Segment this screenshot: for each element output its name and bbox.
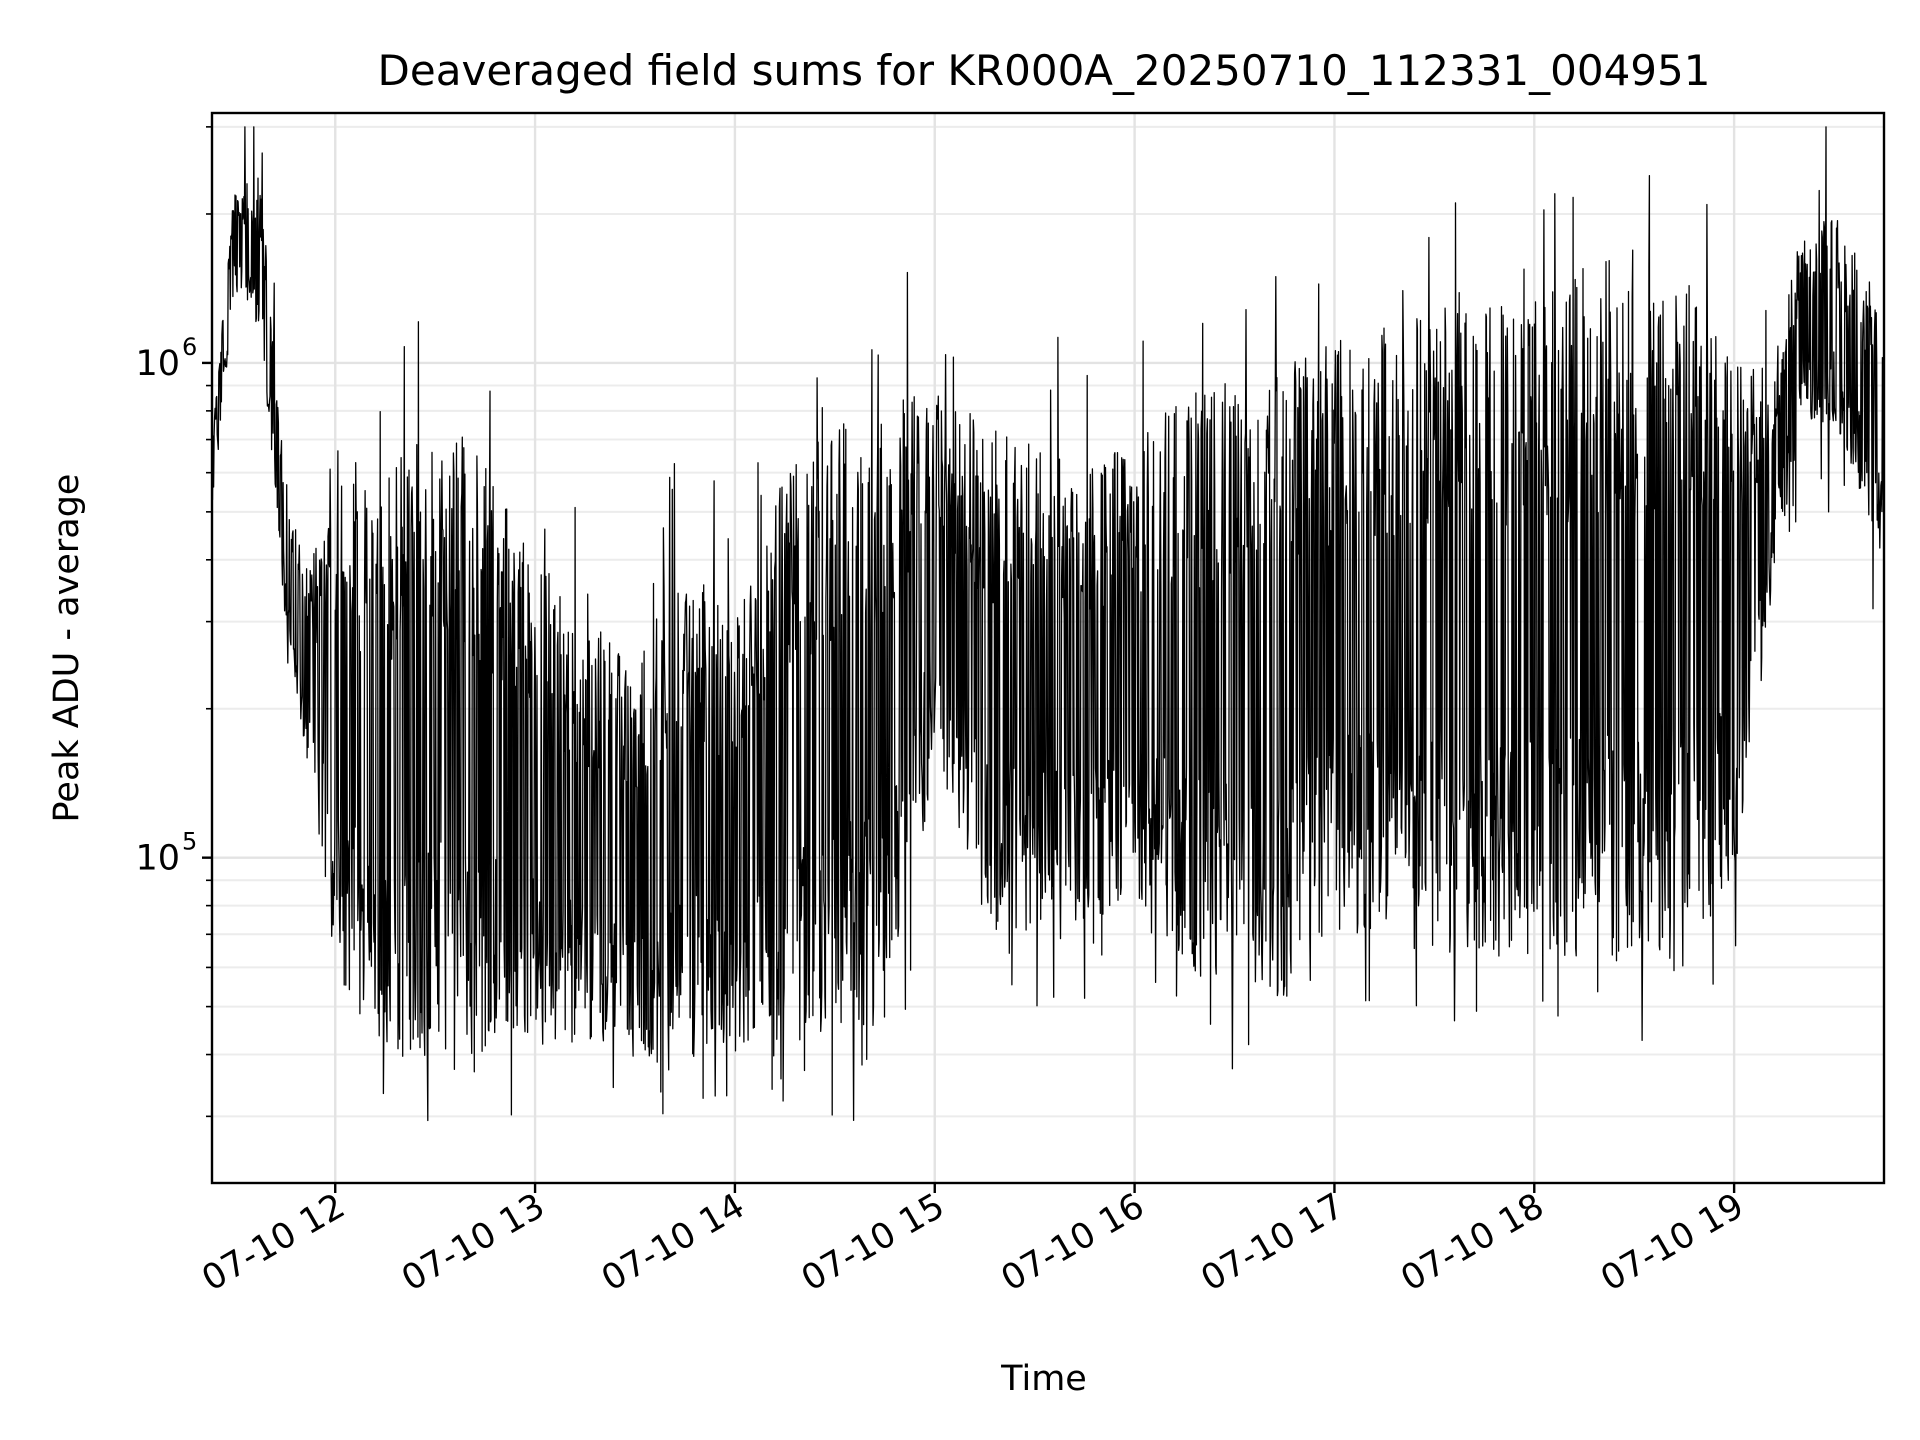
y-tick-label-exponent: 6 — [182, 333, 197, 361]
plot-area-frame — [210, 111, 1886, 1185]
y-tick-label-exponent: 5 — [182, 828, 197, 856]
y-tick-label: 10 5 — [135, 828, 197, 879]
y-tick-label-base: 10 — [135, 344, 180, 384]
y-tick-label-base: 10 — [135, 839, 180, 879]
series-line — [212, 126, 1884, 1122]
x-axis-label: Time — [1000, 1359, 1087, 1399]
series-layer — [212, 126, 1884, 1122]
y-tick-label: 10 6 — [135, 333, 197, 384]
chart-title: Deaveraged field sums for KR000A_2025071… — [378, 46, 1711, 95]
y-axis-label: Peak ADU - average — [47, 474, 87, 823]
